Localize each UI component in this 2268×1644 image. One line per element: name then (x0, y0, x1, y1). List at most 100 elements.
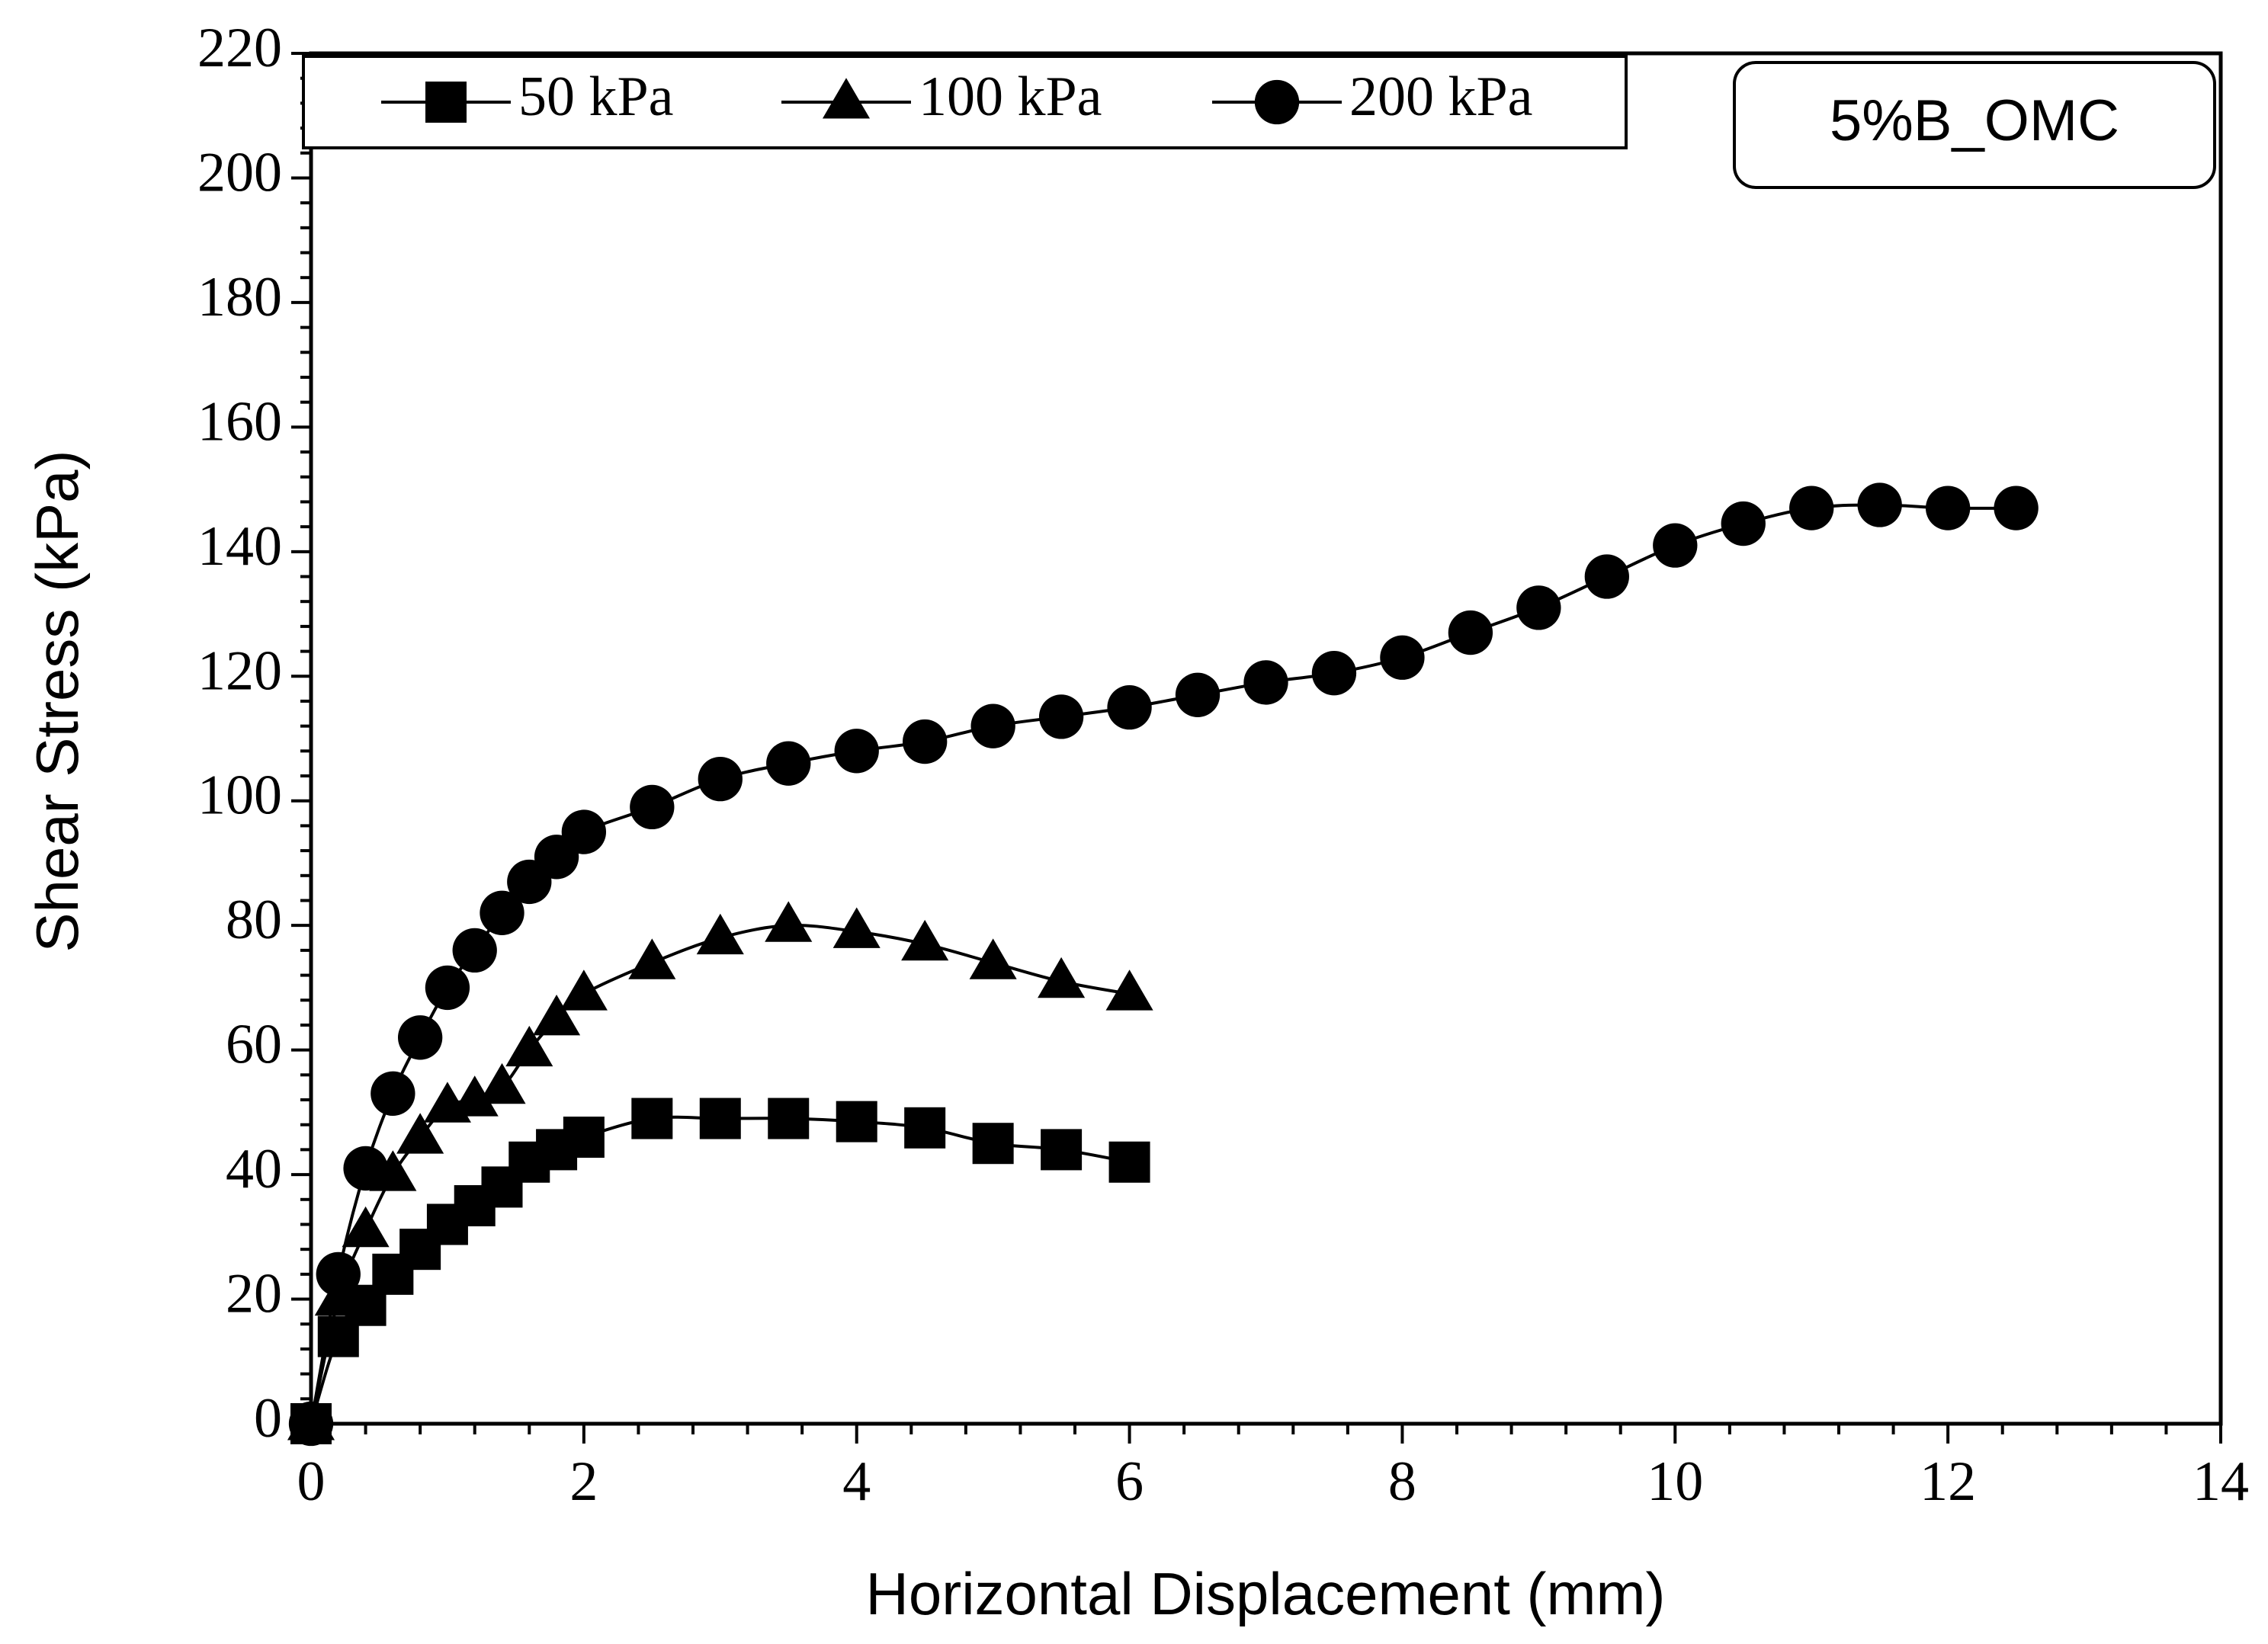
data-point-circle (397, 1015, 443, 1060)
data-point-circle (1789, 486, 1834, 530)
data-point-circle (630, 784, 675, 830)
legend-entry: 100 kPa (781, 66, 1102, 128)
y-tick-label: 60 (226, 1014, 282, 1076)
data-point-triangle (478, 1062, 526, 1104)
y-tick-label: 80 (226, 889, 282, 951)
legend-marker-square (425, 82, 467, 123)
data-point-circle (452, 928, 497, 973)
annotation-label: 5%B_OMC (1830, 88, 2119, 153)
x-tick-label: 14 (2193, 1450, 2249, 1513)
y-tick-label: 120 (197, 639, 282, 702)
data-point-triangle (396, 1113, 444, 1154)
data-point-circle (834, 729, 879, 774)
data-point-circle (1038, 694, 1084, 739)
data-point-square (699, 1098, 741, 1139)
data-point-circle (698, 756, 743, 802)
data-point-circle (766, 741, 811, 786)
y-tick-label: 0 (254, 1387, 282, 1450)
series-layer (287, 482, 2039, 1447)
data-point-triangle (832, 907, 881, 948)
data-point-circle (1311, 651, 1357, 696)
data-point-circle (1107, 684, 1152, 730)
legend-marker-triangle (822, 78, 871, 119)
data-point-triangle (342, 1206, 390, 1248)
series-line (310, 503, 2016, 1424)
y-tick-label: 100 (197, 764, 282, 827)
data-point-square (563, 1117, 605, 1158)
data-point-square (1041, 1129, 1083, 1171)
plot-frame (309, 51, 2223, 1426)
data-point-circle (1857, 482, 1902, 527)
data-point-triangle (901, 919, 949, 961)
data-point-triangle (696, 913, 744, 955)
x-tick-label: 6 (1115, 1450, 1144, 1513)
data-point-triangle (533, 994, 581, 1036)
legend-label: 100 kPa (919, 66, 1102, 128)
legend-entries: 50 kPa 100 kPa 200 kPa (381, 66, 1533, 128)
data-point-circle (371, 1071, 415, 1117)
legend-entry: 50 kPa (381, 66, 674, 128)
annotation: 5%B_OMC (1733, 61, 2216, 189)
data-point-triangle (1105, 969, 1153, 1011)
data-point-triangle (560, 969, 608, 1011)
data-point-circle (970, 703, 1015, 748)
series-circle (288, 482, 2039, 1447)
y-tick-label: 200 (197, 141, 282, 203)
x-tick-label: 4 (842, 1450, 871, 1513)
data-point-circle (1653, 523, 1698, 568)
data-point-circle (1994, 486, 2039, 530)
data-point-circle (561, 809, 607, 854)
data-point-triangle (969, 938, 1017, 979)
data-point-circle (1721, 501, 1766, 546)
legend-box (302, 55, 1628, 149)
y-axis-title: Shear Stress (kPa) (24, 450, 91, 953)
series-triangle (287, 901, 1153, 1441)
y-tick-label: 40 (226, 1138, 282, 1200)
x-tick-label: 0 (297, 1450, 326, 1513)
data-point-square (768, 1098, 810, 1139)
data-point-circle (1448, 610, 1493, 655)
data-point-circle (316, 1251, 361, 1297)
data-point-circle (1243, 660, 1288, 705)
data-point-circle (288, 1401, 334, 1447)
data-point-square (631, 1098, 673, 1139)
x-tick-label: 2 (569, 1450, 598, 1513)
data-point-circle (903, 719, 948, 764)
data-point-circle (1175, 672, 1221, 717)
data-point-square (836, 1101, 877, 1142)
legend-marker-circle (1254, 79, 1300, 125)
x-tick-label: 8 (1388, 1450, 1416, 1513)
x-tick-label: 12 (1920, 1450, 1976, 1513)
y-tick-label: 20 (226, 1263, 282, 1325)
y-tick-label: 160 (197, 390, 282, 453)
data-point-circle (1516, 585, 1561, 630)
data-point-square (904, 1107, 946, 1149)
legend-label: 50 kPa (518, 66, 674, 128)
tick-labels: 0 2 4 6 8 10 12 1402040608010012014016018020022… (197, 17, 2249, 1513)
data-point-square (1108, 1141, 1150, 1183)
data-point-circle (425, 965, 470, 1011)
y-tick-label: 140 (197, 515, 282, 578)
data-point-triangle (451, 1075, 499, 1117)
y-tick-label: 180 (197, 266, 282, 328)
data-point-triangle (1038, 957, 1086, 998)
data-point-circle (480, 890, 524, 935)
legend: 50 kPa 100 kPa 200 kPa (302, 55, 1628, 149)
data-point-circle (1584, 554, 1629, 599)
x-axis-title: Horizontal Displacement (mm) (866, 1560, 1666, 1627)
legend-label: 200 kPa (1349, 66, 1533, 128)
data-point-circle (1925, 486, 1971, 530)
data-point-square (972, 1123, 1014, 1165)
annotation-box (1733, 61, 2216, 189)
data-point-triangle (765, 901, 813, 942)
legend-entry: 200 kPa (1212, 66, 1533, 128)
axes (309, 51, 2223, 1426)
x-tick-label: 10 (1647, 1450, 1703, 1513)
series-square (290, 1098, 1150, 1444)
y-tick-label: 220 (197, 17, 282, 79)
data-point-circle (343, 1146, 388, 1191)
data-point-circle (1380, 635, 1425, 680)
data-point-triangle (628, 938, 676, 979)
data-point-triangle (505, 1025, 553, 1067)
